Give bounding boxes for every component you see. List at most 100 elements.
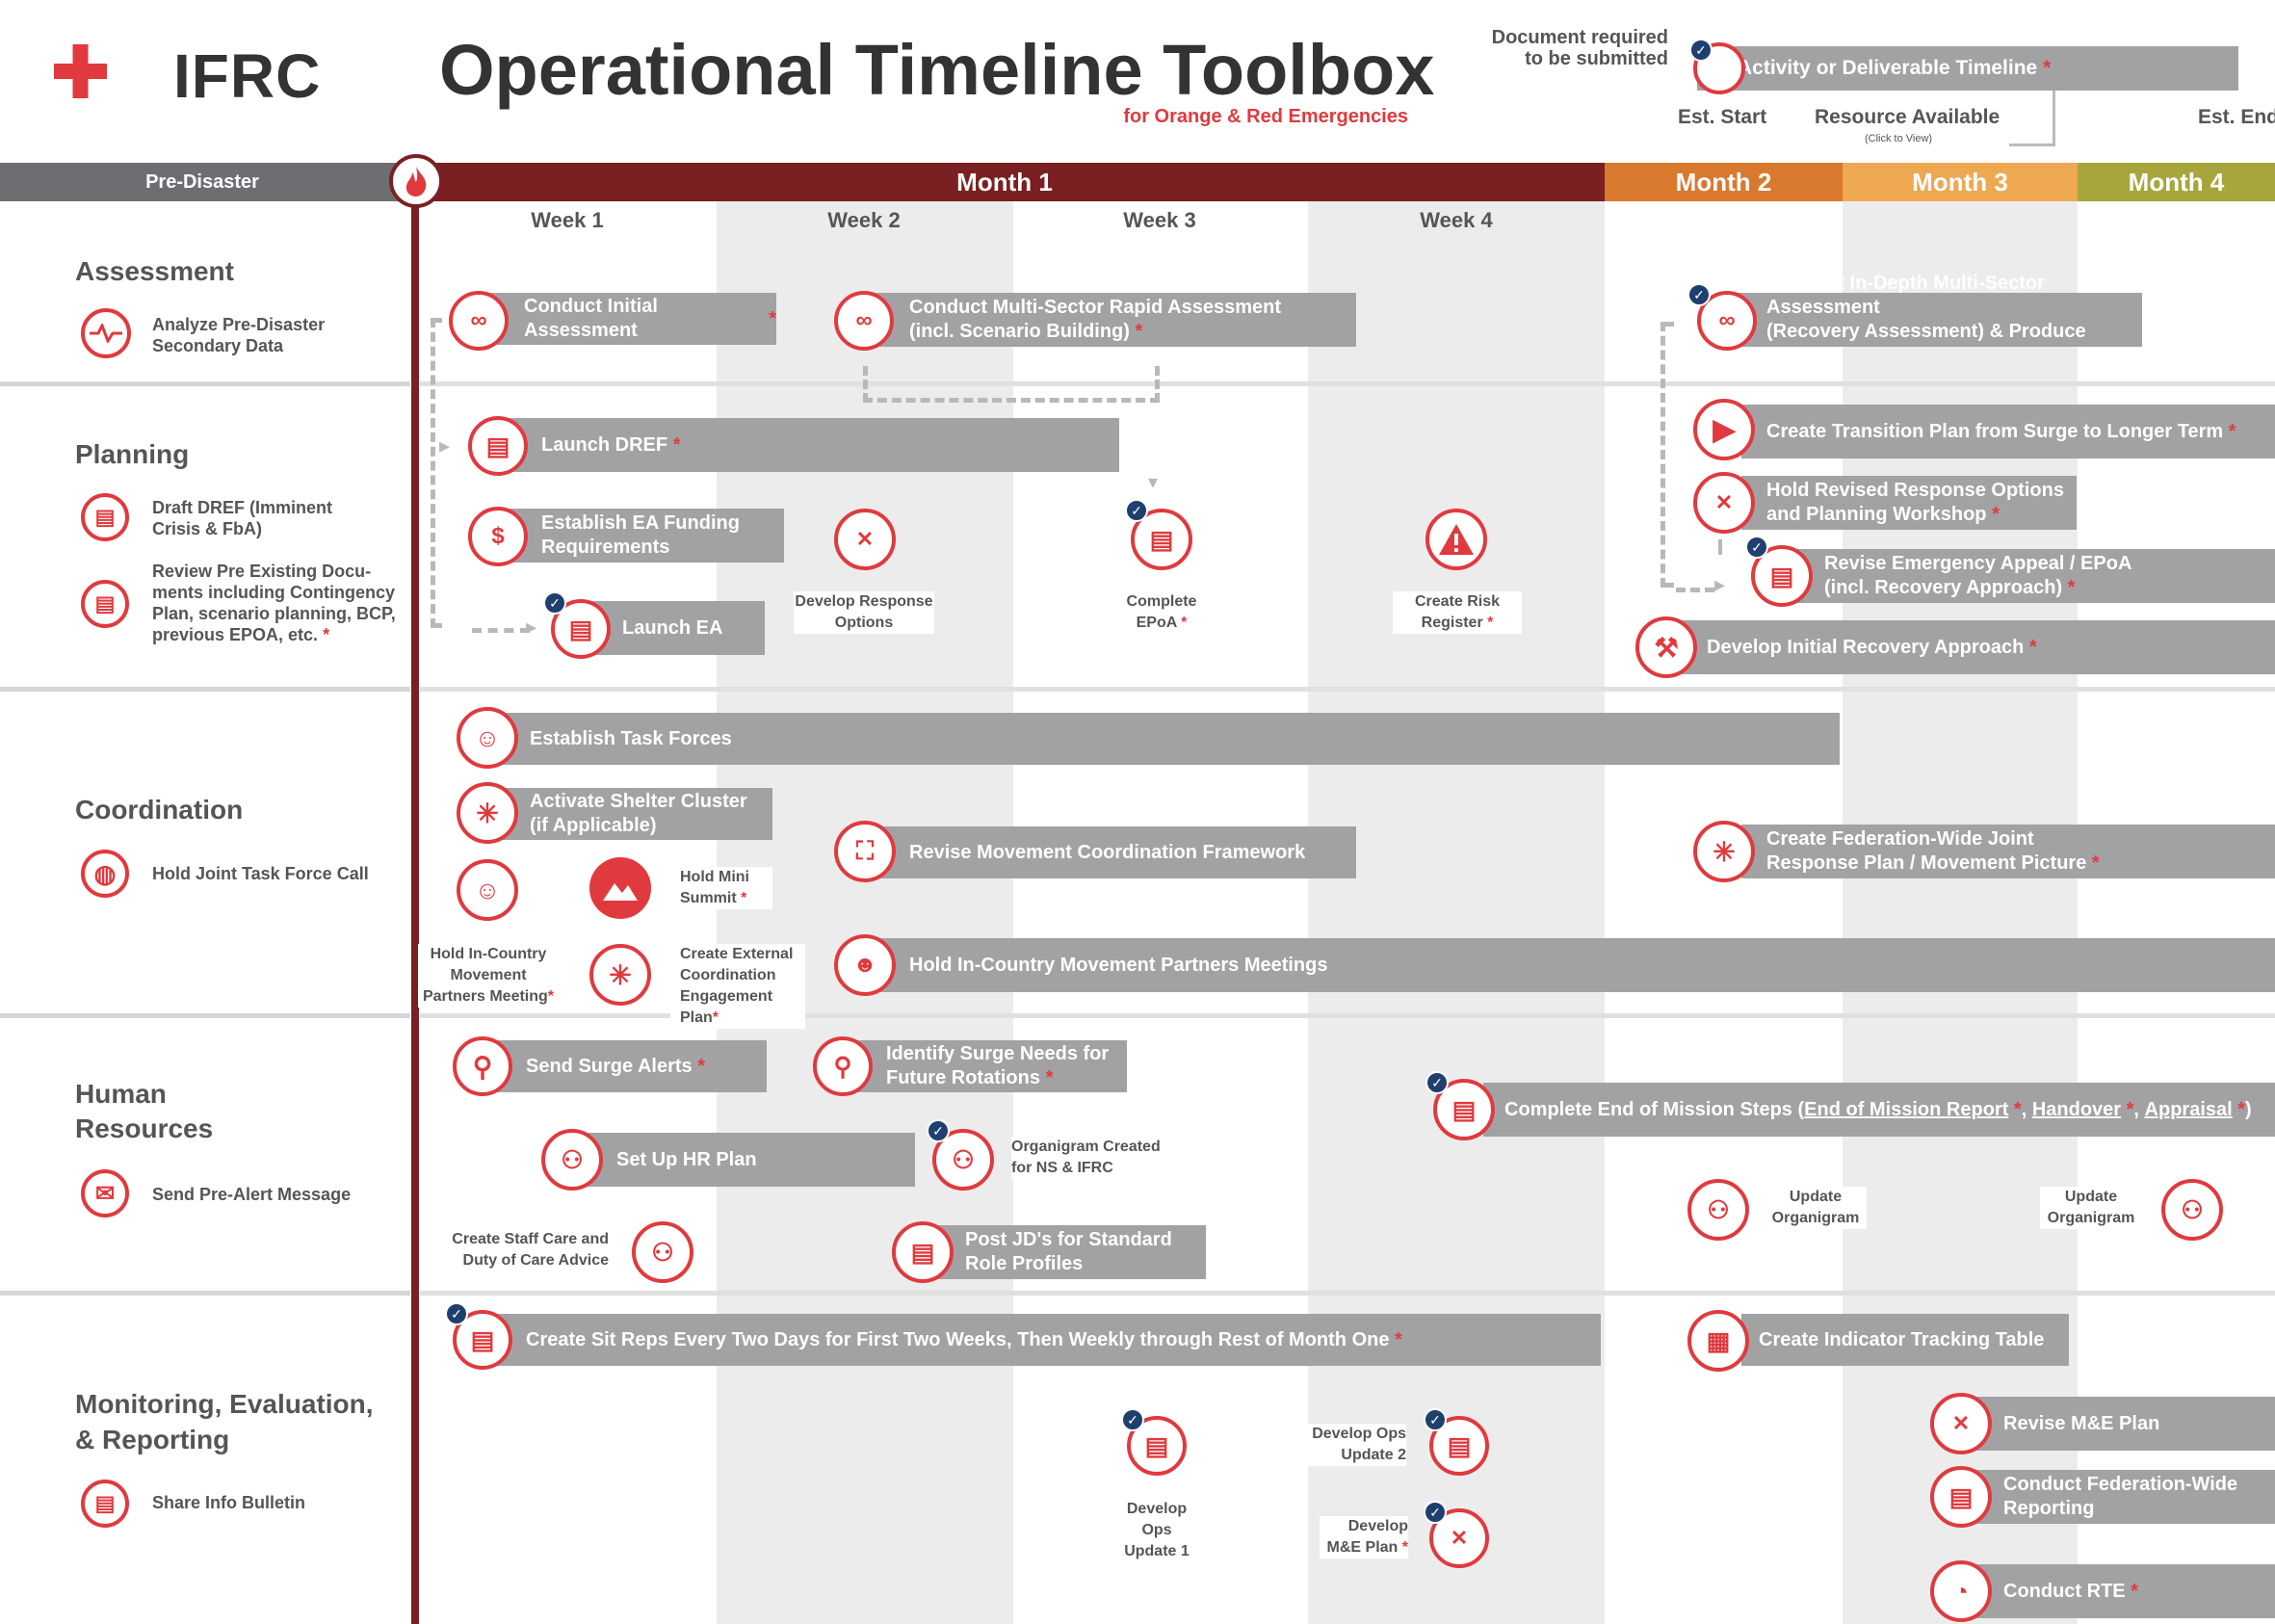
people-icon[interactable]: ☺: [457, 707, 518, 769]
row-divider: [0, 1291, 410, 1296]
legend-doc-text2: to be submitted: [1525, 48, 1668, 69]
bar-recovery-approach[interactable]: Develop Initial Recovery Approach *: [1676, 620, 2275, 674]
org-chart-icon[interactable]: ⚇: [541, 1129, 603, 1191]
meeting-icon[interactable]: ☻: [834, 934, 896, 996]
ifrc-logo: IFRC: [54, 41, 362, 111]
pre-disaster-header: Pre-Disaster: [0, 163, 405, 201]
frame-icon[interactable]: ⛶: [834, 821, 896, 882]
bar-surge-alerts[interactable]: Send Surge Alerts *: [491, 1040, 767, 1092]
globe-icon[interactable]: ◍: [81, 850, 129, 898]
label-risk-register: Create Risk Register *: [1393, 591, 1522, 634]
bar-end-of-mission[interactable]: Complete End of Mission Steps (End of Mi…: [1483, 1083, 2275, 1137]
pre-draft-dref-1: Draft DREF (Imminent: [152, 498, 333, 517]
bar-sit-reps[interactable]: Create Sit Reps Every Two Days for First…: [491, 1314, 1601, 1366]
bar-indicator-table[interactable]: Create Indicator Tracking Table: [1741, 1314, 2069, 1366]
document-icon[interactable]: ▤: [892, 1221, 954, 1283]
bar-multi-sector-rapid[interactable]: Conduct Multi-Sector Rapid Assessment (in…: [867, 293, 1356, 347]
check-icon: ✓: [1425, 1071, 1449, 1094]
pre-info-bulletin: Share Info Bulletin: [152, 1493, 306, 1512]
bar-ea-funding[interactable]: Establish EA Funding Requirements: [501, 509, 784, 563]
document-icon[interactable]: ▤: [81, 1480, 129, 1528]
label-ops-update-1: Develop Ops Update 1: [1102, 1499, 1212, 1562]
network-icon[interactable]: ✳: [457, 782, 518, 844]
bar-post-jds[interactable]: Post JD's for Standard Role Profiles: [925, 1225, 1206, 1279]
money-icon[interactable]: $: [468, 507, 528, 566]
strategy-icon[interactable]: ✕: [1429, 1508, 1489, 1568]
bar-coordination-framework[interactable]: Revise Movement Coordination Framework: [867, 826, 1356, 878]
bar-shelter-cluster[interactable]: Activate Shelter Cluster (if Applicable): [491, 788, 772, 840]
binoculars-icon[interactable]: ∞: [834, 291, 894, 351]
play-icon[interactable]: ▶: [1693, 399, 1755, 460]
document-icon[interactable]: ▤: [468, 416, 528, 476]
row-divider: [420, 1013, 2275, 1018]
label-develop-response: Develop Response Options: [794, 591, 934, 634]
bar-conduct-rte[interactable]: Conduct RTE *: [1976, 1564, 2275, 1618]
mail-icon[interactable]: ✉: [81, 1169, 129, 1218]
bar-surge-needs[interactable]: Identify Surge Needs for Future Rotations…: [840, 1040, 1127, 1092]
report-chart-icon[interactable]: ▤: [1930, 1466, 1992, 1528]
connector-line: [1660, 322, 1674, 588]
network-icon[interactable]: ✳: [1693, 821, 1755, 882]
bar-revised-workshop[interactable]: Hold Revised Response Options and Plannin…: [1741, 476, 2077, 530]
walking-icon[interactable]: ⚲: [453, 1036, 512, 1096]
row-divider: [0, 381, 410, 386]
week4-band: [1308, 201, 1605, 1624]
bar-partners-meetings[interactable]: Hold In-Country Movement Partners Meetin…: [867, 938, 2275, 992]
strategy-icon[interactable]: ✕: [1693, 472, 1755, 534]
label-me-plan: Develop M&E Plan *: [1320, 1516, 1408, 1559]
section-me-line2: & Reporting: [75, 1425, 230, 1454]
row-divider: [420, 1291, 2275, 1296]
table-icon[interactable]: ▦: [1687, 1310, 1749, 1372]
week2-band: [717, 201, 1013, 1624]
check-icon: ✓: [1121, 1408, 1144, 1431]
document-icon[interactable]: ▤: [1127, 1416, 1187, 1476]
pre-review-1: Review Pre Existing Docu-: [152, 562, 372, 581]
bar-launch-dref[interactable]: Launch DREF *: [501, 418, 1119, 472]
warning-icon[interactable]: [1425, 509, 1487, 570]
org-chart-icon[interactable]: ⚇: [2161, 1179, 2223, 1241]
document-icon[interactable]: ▤: [81, 580, 129, 628]
section-hr-line2: Resources: [75, 1113, 214, 1143]
bar-initial-assessment[interactable]: Conduct Initial Assessment *: [482, 293, 776, 345]
bar-hr-plan[interactable]: Set Up HR Plan: [578, 1133, 915, 1187]
legend-resource: Resource Available: [1815, 106, 2000, 128]
month2-header: Month 2: [1605, 163, 1843, 201]
bar-task-forces[interactable]: Establish Task Forces: [491, 713, 1840, 765]
connector-line: [1718, 539, 1722, 555]
section-me-line1: Monitoring, Evaluation,: [75, 1389, 374, 1419]
check-icon: ✓: [927, 1119, 950, 1142]
timeline-axis: [411, 183, 419, 1624]
bar-joint-response[interactable]: Create Federation-Wide Joint Response Pla…: [1741, 825, 2275, 878]
bar-revise-appeal[interactable]: Revise Emergency Appeal / EPoA (incl. Rec…: [1780, 549, 2275, 603]
pie-chart-icon[interactable]: ◔: [1930, 1560, 1992, 1622]
bar-in-depth-assessment[interactable]: Conduct In-Depth Multi-Sector Assessment…: [1722, 273, 2142, 366]
strategy-icon[interactable]: ✕: [1930, 1393, 1992, 1454]
summit-icon[interactable]: [589, 857, 651, 919]
red-cross-crescent-icon: [54, 44, 146, 98]
pre-analyze-1: Analyze Pre-Disaster: [152, 315, 326, 334]
connector-line: [431, 318, 442, 628]
page-subtitle: for Orange & Red Emergencies: [1123, 106, 1408, 127]
strategy-icon[interactable]: ✕: [834, 509, 896, 570]
heartbeat-icon[interactable]: [81, 308, 131, 358]
label-update-organigram: Update Organigram: [1765, 1187, 1867, 1229]
hammer-icon[interactable]: ⚒: [1635, 616, 1697, 678]
bar-transition-plan[interactable]: Create Transition Plan from Surge to Lon…: [1741, 405, 2275, 458]
week4-label: Week 4: [1420, 208, 1493, 232]
handshake-icon[interactable]: ☺: [457, 859, 518, 921]
org-chart-icon[interactable]: ⚇: [632, 1221, 693, 1283]
check-icon: ✓: [1424, 1501, 1447, 1524]
network-icon[interactable]: ✳: [589, 944, 651, 1006]
person-search-icon[interactable]: ⚲: [813, 1036, 873, 1096]
org-chart-icon[interactable]: ⚇: [1687, 1179, 1749, 1241]
pre-review-3: Plan, scenario planning, BCP,: [152, 604, 396, 623]
binoculars-icon[interactable]: ∞: [1697, 291, 1757, 351]
document-icon[interactable]: ▤: [81, 493, 129, 541]
bar-federation-reporting[interactable]: Conduct Federation-Wide Reporting: [1976, 1470, 2275, 1524]
label-complete-epoa: Complete EPoA *: [1108, 591, 1216, 634]
connector-line: [472, 628, 530, 633]
bar-revise-me-plan[interactable]: Revise M&E Plan: [1976, 1397, 2275, 1451]
arrow-right-icon: ▸: [526, 615, 537, 639]
binoculars-icon[interactable]: ∞: [449, 291, 509, 351]
